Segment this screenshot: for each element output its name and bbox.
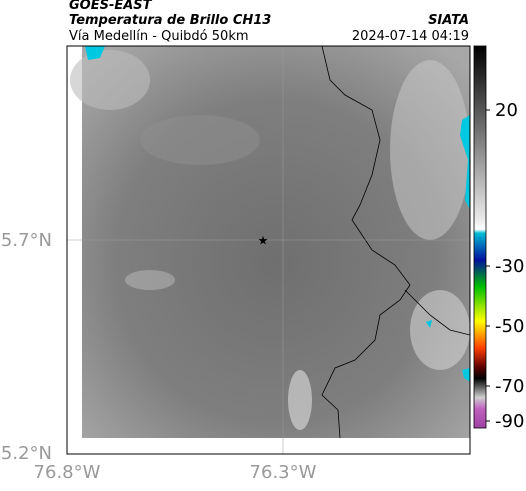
subtitle: Temperatura de Brillo CH13: [69, 13, 271, 28]
colorbar-label: -70: [495, 376, 524, 397]
source: SIATA: [428, 13, 469, 28]
region: Vía Medellín - Quibdó 50km: [69, 29, 249, 44]
lat-label: 5.2°N: [1, 443, 52, 464]
colorbar-label: -90: [495, 411, 524, 432]
lat-label: 5.7°N: [1, 230, 52, 251]
timestamp: 2024-07-14 04:19: [352, 29, 469, 44]
lon-label: 76.8°W: [34, 462, 101, 483]
title: GOES-EAST: [69, 0, 153, 13]
colorbar-label: 20: [495, 100, 518, 121]
colorbar: [473, 45, 487, 429]
colorbar-label: -50: [495, 316, 524, 337]
map-frame: [66, 45, 471, 455]
lon-label: 76.3°W: [250, 462, 317, 483]
colorbar-label: -30: [495, 256, 524, 277]
borders: [321, 45, 471, 439]
colorbar-ticks: [486, 109, 490, 422]
satellite-image: [70, 46, 470, 438]
city-marker: ★: [258, 234, 269, 248]
